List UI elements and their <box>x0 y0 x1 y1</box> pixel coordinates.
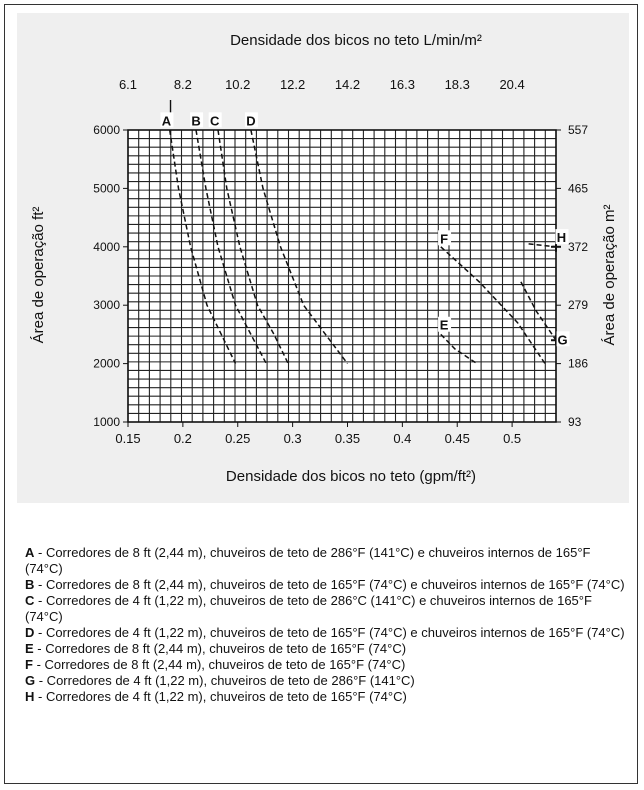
point-label-bg <box>160 112 174 128</box>
legend-text: - Corredores de 8 ft (2,44 m), chuveiros… <box>25 545 591 576</box>
legend-item-e: E - Corredores de 8 ft (2,44 m), chuveir… <box>25 641 625 657</box>
top-tick-label: 20.4 <box>499 77 524 92</box>
point-label-h: H <box>557 230 566 245</box>
legend-key: H <box>25 689 35 704</box>
series-line-d <box>250 129 349 365</box>
legend-text: - Corredores de 4 ft (1,22 m), chuveiros… <box>34 625 625 640</box>
legend-item-d: D - Corredores de 4 ft (1,22 m), chuveir… <box>25 625 625 641</box>
x-tick-label: 0.15 <box>115 431 140 446</box>
right-axis-label: Área de operação m² <box>601 205 618 346</box>
top-tick-label: 12.2 <box>280 77 305 92</box>
x-axis-label: Densidade dos bicos no teto (gpm/ft²) <box>226 468 476 485</box>
legend-item-g: G - Corredores de 4 ft (1,22 m), chuveir… <box>25 673 625 689</box>
top-tick-label: 10.2 <box>225 77 250 92</box>
point-label-d: D <box>246 113 255 128</box>
point-label-a: A <box>162 113 172 128</box>
top-tick-label: 14.2 <box>335 77 360 92</box>
point-label-bg <box>208 112 222 128</box>
axes: 0.15 0.2 0.25 0.3 0.35 0.4 0.45 0.5 1000 2000 3000… <box>93 77 588 446</box>
point-label-bg <box>438 316 452 332</box>
legend: A - Corredores de 8 ft (2,44 m), chuveir… <box>25 545 625 705</box>
x-tick-label: 0.45 <box>445 431 470 446</box>
legend-key: B <box>25 577 35 592</box>
point-label-bg <box>244 112 258 128</box>
series-line-h <box>528 243 557 248</box>
point-labels: A B C D E F G H <box>160 112 570 347</box>
legend-key: F <box>25 657 33 672</box>
grid <box>127 129 557 423</box>
point-label-b: B <box>191 113 200 128</box>
legend-text: - Corredores de 8 ft (2,44 m), chuveiros… <box>32 657 406 672</box>
y-tick-label: 6000 <box>93 123 120 137</box>
y-tick-label: 1000 <box>93 415 120 429</box>
y-tick-label: 5000 <box>93 181 120 195</box>
point-label-g: G <box>558 332 568 347</box>
right-tick-label: 186 <box>568 357 588 371</box>
x-tick-label: 0.5 <box>503 431 521 446</box>
legend-text: - Corredores de 4 ft (1,22 m), chuveiros… <box>35 673 415 688</box>
x-tick-label: 0.4 <box>393 431 411 446</box>
y-tick-label: 3000 <box>93 298 120 312</box>
y-tick-label: 4000 <box>93 240 120 254</box>
right-tick-label: 557 <box>568 123 588 137</box>
legend-text: - Corredores de 8 ft (2,44 m), chuveiros… <box>34 577 625 592</box>
point-label-f: F <box>440 231 448 246</box>
point-label-bg <box>190 112 204 128</box>
x-tick-label: 0.25 <box>225 431 250 446</box>
legend-key: D <box>25 625 35 640</box>
point-label-bg <box>438 230 452 246</box>
figure-frame: 0.15 0.2 0.25 0.3 0.35 0.4 0.45 0.5 1000 2000 3000… <box>4 4 638 784</box>
legend-item-b: B - Corredores de 8 ft (2,44 m), chuveir… <box>25 577 625 593</box>
chart-svg: 0.15 0.2 0.25 0.3 0.35 0.4 0.45 0.5 1000 2000 3000… <box>21 17 625 499</box>
right-tick-label: 93 <box>568 415 582 429</box>
legend-item-f: F - Corredores de 8 ft (2,44 m), chuveir… <box>25 657 625 673</box>
point-label-c: C <box>210 113 220 128</box>
point-label-bg <box>556 331 570 347</box>
y-axis-label: Área de operação ft² <box>30 207 47 344</box>
x-tick-label: 0.3 <box>284 431 302 446</box>
top-axis-label: Densidade dos bicos no teto L/min/m² <box>230 32 482 49</box>
legend-text: - Corredores de 8 ft (2,44 m), chuveiros… <box>33 641 407 656</box>
legend-key: C <box>25 593 35 608</box>
chart-area: 0.15 0.2 0.25 0.3 0.35 0.4 0.45 0.5 1000 2000 3000… <box>17 13 629 503</box>
series-line-f <box>440 246 546 365</box>
legend-item-a: A - Corredores de 8 ft (2,44 m), chuveir… <box>25 545 625 577</box>
plot-border <box>127 129 557 423</box>
top-tick-label: 16.3 <box>390 77 415 92</box>
series-line-e <box>440 333 478 365</box>
right-tick-label: 279 <box>568 298 588 312</box>
point-label-e: E <box>440 318 449 333</box>
series-lines <box>168 129 561 365</box>
top-tick-label: 18.3 <box>445 77 470 92</box>
top-tick-label: 6.1 <box>119 77 137 92</box>
y-tick-label: 2000 <box>93 357 120 371</box>
right-tick-label: 465 <box>568 181 588 195</box>
legend-text: - Corredores de 4 ft (1,22 m), chuveiros… <box>34 689 407 704</box>
x-tick-label: 0.35 <box>335 431 360 446</box>
legend-text: - Corredores de 4 ft (1,22 m), chuveiros… <box>25 593 592 624</box>
top-tick-label: 8.2 <box>174 77 192 92</box>
point-label-bg <box>555 229 569 245</box>
legend-key: G <box>25 673 36 688</box>
legend-key: E <box>25 641 34 656</box>
legend-item-h: H - Corredores de 4 ft (1,22 m), chuveir… <box>25 689 625 705</box>
series-line-b <box>195 129 267 364</box>
legend-key: A <box>25 545 35 560</box>
legend-item-c: C - Corredores de 4 ft (1,22 m), chuveir… <box>25 593 625 625</box>
series-line-g <box>520 281 557 341</box>
series-line-a <box>168 129 237 364</box>
x-tick-label: 0.2 <box>174 431 192 446</box>
series-line-c <box>217 129 289 364</box>
right-tick-label: 372 <box>568 240 588 254</box>
